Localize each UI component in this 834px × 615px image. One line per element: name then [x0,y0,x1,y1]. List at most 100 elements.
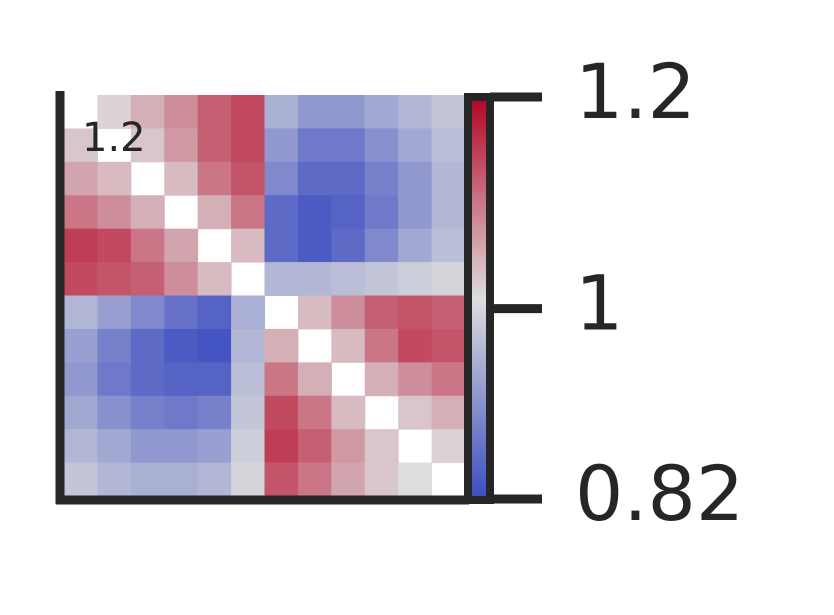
heatmap-cell [130,295,165,330]
heatmap-cell [231,328,265,363]
heatmap-cell [164,228,199,263]
heatmap-cell [164,128,199,163]
heatmap-cell [164,429,199,464]
heatmap-cell [130,262,165,296]
heatmap-cell [297,362,332,397]
heatmap-cell [97,429,132,464]
heatmap-cell [264,95,299,129]
heatmap-cell [331,429,366,464]
heatmap-cell [297,95,332,129]
heatmap-cell [130,328,165,363]
heatmap-cell [398,128,433,163]
annotation: 1.2 [82,115,146,161]
heatmap-cell [431,128,466,163]
heatmap-cell [431,228,466,263]
heatmap-cell [97,228,132,263]
heatmap-cell [431,328,466,363]
heatmap-cell [398,161,433,196]
heatmap-cell [364,362,399,397]
heatmap-cell [364,228,399,263]
heatmap-cell [164,262,199,296]
heatmap-cell [130,228,165,263]
heatmap-cell [297,228,332,263]
heatmap-cell [197,128,232,163]
heatmap-cell [64,295,98,330]
heatmap [64,95,466,497]
heatmap-cell [398,462,433,497]
heatmap-cell [264,161,299,196]
heatmap-cell [431,195,466,230]
heatmap-cell [64,462,98,497]
heatmap-cell [398,95,433,129]
heatmap-cell [231,195,265,230]
heatmap-cell [297,128,332,163]
heatmap-cell [364,195,399,230]
heatmap-cell [331,95,366,129]
heatmap-cell [197,395,232,430]
heatmap-cell [264,195,299,230]
colorbar-tick-label: 0.82 [575,449,744,538]
heatmap-cell [231,429,265,464]
heatmap-cell [130,362,165,397]
heatmap-cell [130,462,165,497]
heatmap-cell [331,295,366,330]
heatmap-cell [97,362,132,397]
heatmap-cell [64,429,98,464]
heatmap-cell [231,295,265,330]
heatmap-cell [197,195,232,230]
heatmap-cell [231,362,265,397]
heatmap-cell [231,395,265,430]
heatmap-cell [264,362,299,397]
heatmap-cell [431,429,466,464]
heatmap-cell [197,362,232,397]
heatmap-cell [64,362,98,397]
heatmap-cell [64,228,98,263]
heatmap-cell [398,295,433,330]
heatmap-cell [97,395,132,430]
heatmap-cell [297,262,332,296]
heatmap-cell [331,395,366,430]
heatmap-cell [164,161,199,196]
heatmap-cell [431,295,466,330]
heatmap-cell [164,395,199,430]
heatmap-cell [64,128,98,163]
heatmap-cell [97,295,132,330]
heatmap-cell [130,429,165,464]
heatmap-cell [364,429,399,464]
heatmap-cell [97,262,132,296]
heatmap-cell [364,262,399,296]
heatmap-cell [331,128,366,163]
heatmap-cell [164,362,199,397]
heatmap-cell [331,328,366,363]
heatmap-cell [231,161,265,196]
heatmap-cell [398,262,433,296]
heatmap-cell [264,462,299,497]
heatmap-cell [398,395,433,430]
heatmap-cell [264,262,299,296]
heatmap-cell [398,362,433,397]
heatmap-cell [164,95,199,129]
heatmap-cell [398,328,433,363]
heatmap-cell [364,295,399,330]
heatmap-cell [297,462,332,497]
heatmap-cell [231,95,265,129]
heatmap-cell [264,395,299,430]
heatmap-cell [331,262,366,296]
heatmap-cell [197,161,232,196]
colorbar-tick-label: 1.2 [575,47,696,136]
heatmap-cell [64,161,98,196]
heatmap-cell [264,228,299,263]
heatmap-cell [431,161,466,196]
heatmap-cell [197,262,232,296]
heatmap-cell [164,462,199,497]
heatmap-cell [297,195,332,230]
heatmap-cell [130,95,165,129]
heatmap-cell [197,328,232,363]
colorbar [464,93,494,504]
heatmap-cell [64,328,98,363]
colorbar-tick-label: 1 [575,259,623,348]
heatmap-cell [130,195,165,230]
heatmap-cell [164,328,199,363]
heatmap-cell [197,429,232,464]
